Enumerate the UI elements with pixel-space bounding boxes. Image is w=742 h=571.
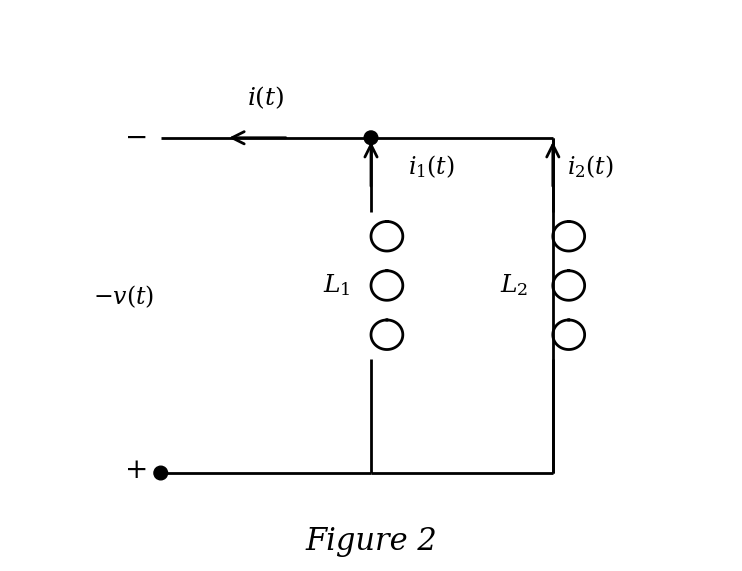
Text: $i_1(t)$: $i_1(t)$ bbox=[408, 153, 455, 179]
Text: Figure 2: Figure 2 bbox=[305, 526, 437, 557]
Circle shape bbox=[154, 466, 168, 480]
Text: $-v(t)$: $-v(t)$ bbox=[93, 284, 154, 310]
Text: $+$: $+$ bbox=[124, 457, 146, 484]
Text: $L_2$: $L_2$ bbox=[500, 272, 528, 299]
Circle shape bbox=[364, 131, 378, 144]
Text: $-$: $-$ bbox=[124, 124, 146, 151]
Text: $i(t)$: $i(t)$ bbox=[247, 85, 285, 111]
Text: $L_1$: $L_1$ bbox=[323, 272, 351, 299]
Text: $i_2(t)$: $i_2(t)$ bbox=[567, 153, 614, 179]
